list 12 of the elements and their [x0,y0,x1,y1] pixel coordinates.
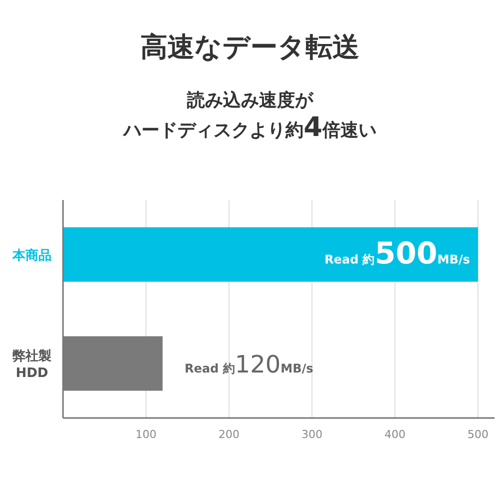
chart-title: 高速なデータ転送 [140,32,360,63]
y-tick-label: 本商品 [12,248,52,264]
x-tick-label: 200 [218,428,240,441]
chart-subtitle: 読み込み速度が [186,90,314,111]
y-tick-label: 弊社製 HDD [12,348,52,381]
x-tick-label: 500 [468,428,488,441]
data-label: Read 約500MB/s [324,236,470,272]
text: ハードディスクより約4倍速い [122,112,376,143]
x-tick-label: 400 [384,428,406,441]
data-label: Read 約120MB/s [184,350,314,378]
x-tick-label: 300 [302,428,322,441]
x-tick-label: 100 [136,428,156,441]
